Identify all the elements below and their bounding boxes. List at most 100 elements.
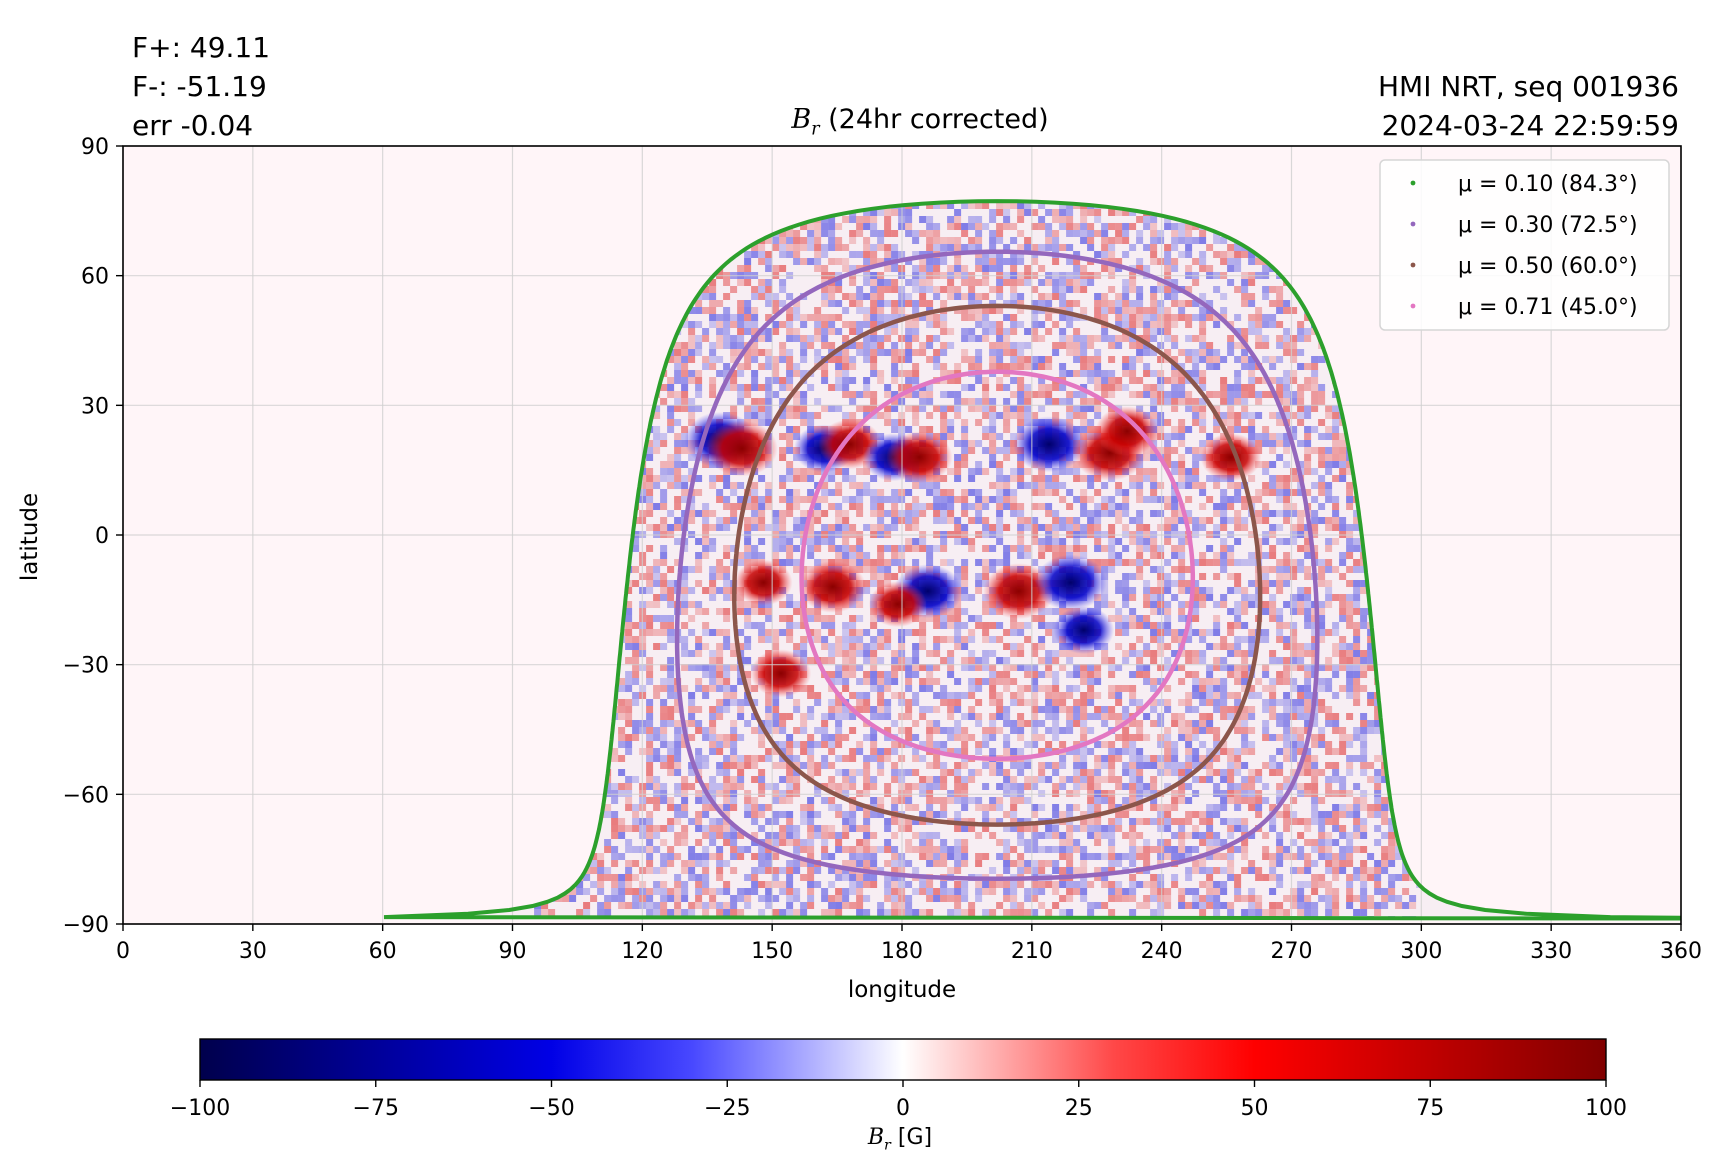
disk-pixel	[982, 426, 990, 433]
disk-pixel	[779, 286, 787, 293]
disk-pixel	[842, 307, 850, 314]
disk-pixel	[1346, 496, 1354, 503]
disk-pixel	[982, 314, 990, 321]
disk-pixel	[1339, 559, 1347, 566]
disk-pixel	[1290, 433, 1298, 440]
disk-pixel	[954, 237, 962, 244]
disk-pixel	[1017, 244, 1025, 251]
disk-pixel	[884, 230, 892, 237]
disk-pixel	[1248, 321, 1256, 328]
disk-pixel	[996, 258, 1004, 265]
disk-pixel	[842, 496, 850, 503]
disk-pixel	[863, 384, 871, 391]
disk-pixel	[702, 510, 710, 517]
disk-pixel	[891, 405, 899, 412]
disk-pixel	[1136, 524, 1144, 531]
disk-pixel	[1241, 279, 1249, 286]
disk-pixel	[1101, 300, 1109, 307]
disk-pixel	[1024, 552, 1032, 559]
disk-pixel	[1010, 328, 1018, 335]
disk-pixel	[1045, 545, 1053, 552]
disk-pixel	[1017, 475, 1025, 482]
disk-pixel	[1129, 321, 1137, 328]
disk-pixel	[730, 286, 738, 293]
disk-pixel	[1192, 482, 1200, 489]
disk-pixel	[793, 258, 801, 265]
disk-pixel	[884, 559, 892, 566]
disk-pixel	[1332, 503, 1340, 510]
disk-pixel	[1122, 293, 1130, 300]
disk-pixel	[1157, 286, 1165, 293]
disk-pixel	[1031, 391, 1039, 398]
disk-pixel	[821, 370, 829, 377]
disk-pixel	[674, 356, 682, 363]
disk-pixel	[919, 391, 927, 398]
disk-pixel	[1108, 223, 1116, 230]
disk-pixel	[1031, 209, 1039, 216]
disk-pixel	[849, 230, 857, 237]
disk-pixel	[1297, 517, 1305, 524]
disk-pixel	[1101, 482, 1109, 489]
disk-pixel	[1003, 384, 1011, 391]
disk-pixel	[877, 209, 885, 216]
disk-pixel	[1108, 265, 1116, 272]
disk-pixel	[891, 545, 899, 552]
disk-pixel	[779, 545, 787, 552]
disk-pixel	[1248, 251, 1256, 258]
disk-pixel	[989, 482, 997, 489]
disk-pixel	[877, 244, 885, 251]
disk-pixel	[919, 286, 927, 293]
disk-pixel	[1031, 482, 1039, 489]
disk-pixel	[653, 412, 661, 419]
disk-pixel	[779, 377, 787, 384]
disk-pixel	[1199, 321, 1207, 328]
disk-pixel	[1192, 559, 1200, 566]
disk-pixel	[695, 384, 703, 391]
disk-pixel	[933, 244, 941, 251]
disk-pixel	[1164, 419, 1172, 426]
disk-pixel	[1066, 223, 1074, 230]
disk-pixel	[1003, 349, 1011, 356]
disk-pixel	[933, 510, 941, 517]
disk-pixel	[1150, 307, 1158, 314]
disk-pixel	[709, 573, 717, 580]
disk-pixel	[1185, 475, 1193, 482]
disk-pixel	[961, 573, 969, 580]
disk-pixel	[1094, 216, 1102, 223]
disk-pixel	[989, 342, 997, 349]
disk-pixel	[1311, 398, 1319, 405]
disk-pixel	[870, 580, 878, 587]
disk-pixel	[1276, 391, 1284, 398]
disk-pixel	[1283, 552, 1291, 559]
disk-pixel	[863, 412, 871, 419]
disk-pixel	[968, 223, 976, 230]
disk-pixel	[772, 356, 780, 363]
disk-pixel	[1031, 244, 1039, 251]
disk-pixel	[933, 230, 941, 237]
disk-pixel	[1122, 251, 1130, 258]
disk-pixel	[1031, 307, 1039, 314]
disk-pixel	[814, 251, 822, 258]
disk-pixel	[1066, 349, 1074, 356]
disk-pixel	[1059, 517, 1067, 524]
disk-pixel	[1241, 328, 1249, 335]
disk-pixel	[1059, 482, 1067, 489]
disk-pixel	[1087, 475, 1095, 482]
disk-pixel	[1017, 419, 1025, 426]
disk-pixel	[968, 475, 976, 482]
disk-pixel	[1185, 314, 1193, 321]
disk-pixel	[1283, 377, 1291, 384]
disk-pixel	[947, 223, 955, 230]
disk-pixel	[870, 475, 878, 482]
disk-pixel	[779, 384, 787, 391]
disk-pixel	[751, 328, 759, 335]
disk-pixel	[1332, 461, 1340, 468]
disk-pixel	[1038, 293, 1046, 300]
disk-pixel	[793, 391, 801, 398]
disk-pixel	[1017, 293, 1025, 300]
disk-pixel	[828, 321, 836, 328]
disk-pixel	[1059, 538, 1067, 545]
disk-pixel	[1283, 496, 1291, 503]
disk-pixel	[1073, 230, 1081, 237]
disk-pixel	[1003, 552, 1011, 559]
